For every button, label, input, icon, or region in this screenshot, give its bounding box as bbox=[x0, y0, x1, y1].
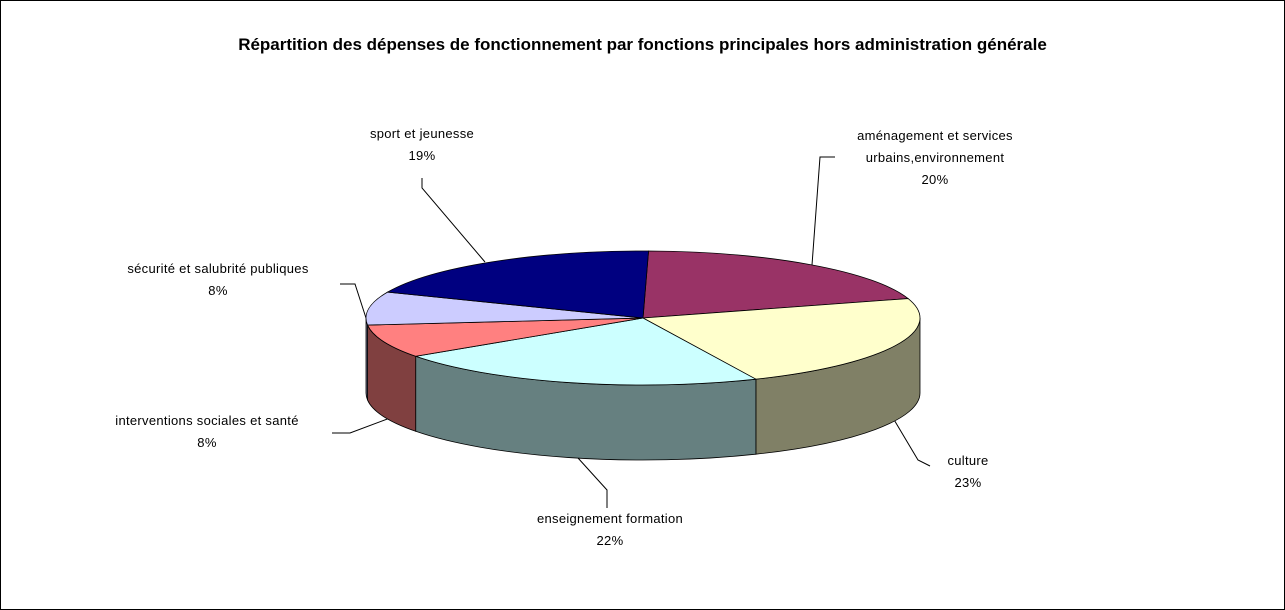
category-label: sport et jeunesse bbox=[369, 126, 475, 141]
leader-lines bbox=[332, 156, 931, 508]
data-label: aménagement et services urbains,environn… bbox=[805, 125, 1065, 191]
data-label: sécurité et salubrité publiques 8% bbox=[88, 258, 348, 302]
value-label: 19% bbox=[408, 148, 436, 163]
category-label: culture bbox=[947, 453, 989, 468]
pie-slice bbox=[641, 298, 921, 380]
category-label: interventions sociales et santé bbox=[115, 413, 299, 428]
value-label: 8% bbox=[208, 283, 228, 298]
data-label: culture 23% bbox=[928, 450, 1008, 494]
pie-slice bbox=[365, 291, 644, 326]
leader-line bbox=[811, 156, 835, 266]
data-label: interventions sociales et santé 8% bbox=[77, 410, 337, 454]
leader-line bbox=[421, 178, 486, 263]
data-label: sport et jeunesse 19% bbox=[322, 123, 522, 167]
pie-tops bbox=[365, 250, 921, 386]
leader-line bbox=[892, 417, 931, 467]
pie-slice bbox=[366, 317, 644, 357]
pie-slice-side bbox=[365, 317, 368, 401]
leader-line bbox=[340, 283, 367, 319]
value-label: 22% bbox=[596, 533, 624, 548]
pie-slice bbox=[386, 250, 649, 319]
leader-line bbox=[332, 417, 391, 434]
category-label: aménagement et services urbains,environn… bbox=[857, 128, 1013, 165]
pie-slice bbox=[415, 317, 758, 386]
leader-line bbox=[577, 457, 608, 508]
value-label: 23% bbox=[954, 475, 982, 490]
value-label: 8% bbox=[197, 435, 217, 450]
chart-title: Répartition des dépenses de fonctionneme… bbox=[238, 35, 1047, 54]
pie-slice bbox=[642, 250, 910, 319]
category-label: sécurité et salubrité publiques bbox=[127, 261, 309, 276]
category-label: enseignement formation bbox=[536, 511, 684, 526]
data-label: enseignement formation 22% bbox=[490, 508, 730, 552]
value-label: 20% bbox=[921, 172, 949, 187]
